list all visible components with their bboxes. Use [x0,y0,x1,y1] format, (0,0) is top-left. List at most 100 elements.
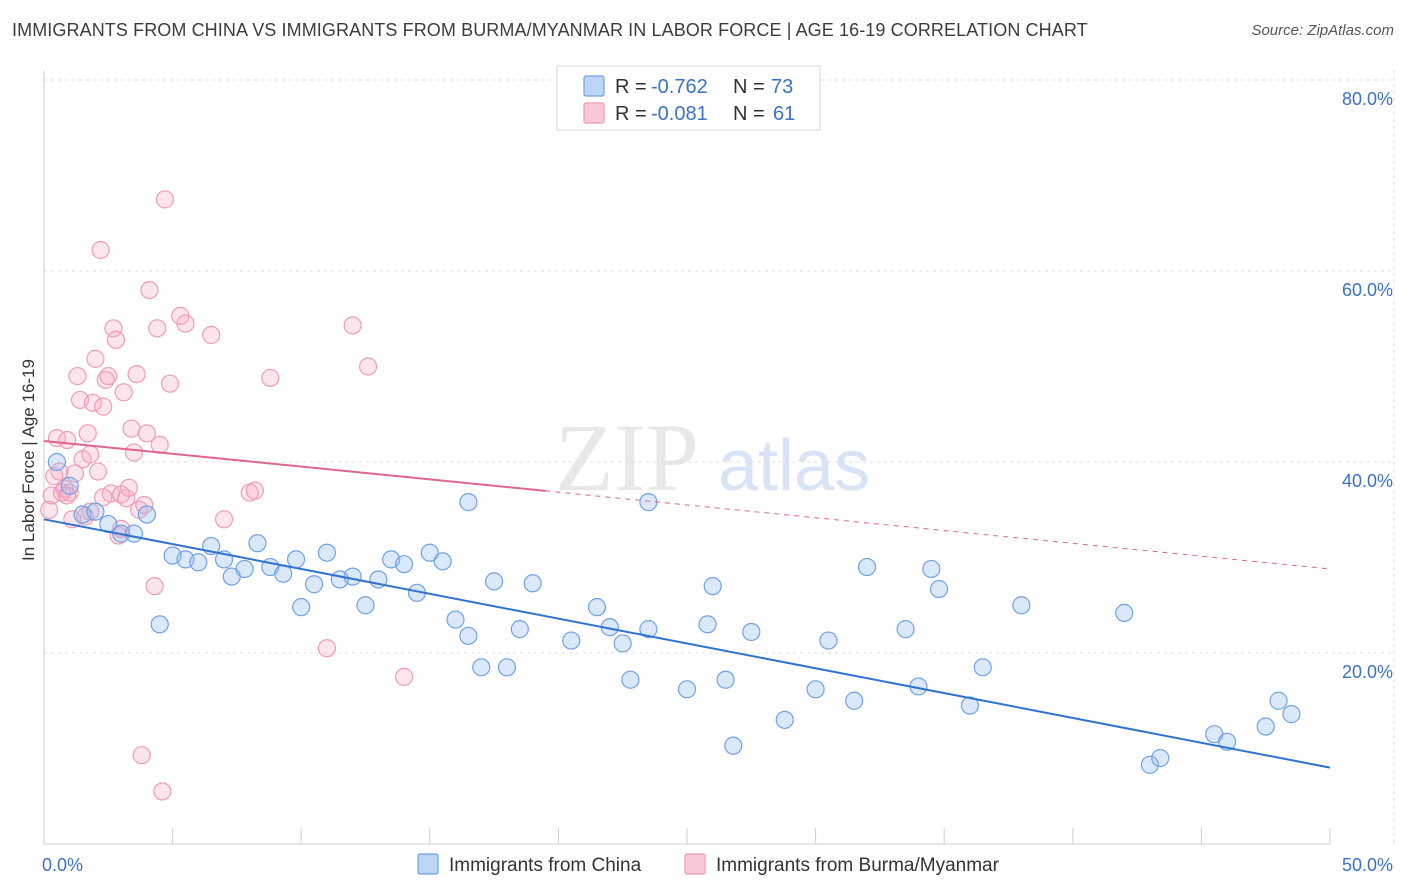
burma-point [68,366,87,386]
china-point [922,559,941,579]
china-point [235,559,254,579]
legend-swatch-burma [583,102,605,124]
china-point [523,574,542,593]
burma-point [99,366,118,386]
legend-swatch-china [583,75,605,97]
burma-point [81,445,100,464]
y-tick-label: 40.0% [1342,471,1393,491]
trend-line-solid [43,439,546,492]
legend-n-value-china: 73 [771,76,793,98]
x-tick-label: 0.0% [42,855,83,875]
china-point [857,557,877,577]
china-point [639,620,658,639]
china-point [587,598,607,617]
burma-point [261,368,280,388]
burma-point [127,365,146,384]
burma-point [148,319,167,338]
series-burma-points [40,190,414,801]
bottom-legend-swatch-burma [684,853,706,875]
legend-n-label-china: N = [733,76,765,98]
y-axis-title: In Labor Force | Age 16-19 [19,359,38,561]
legend-r-label-burma: R = [615,103,647,125]
china-point [1140,755,1160,774]
china-point [137,505,156,524]
bottom-legend-label-china: Immigrants from China [449,855,642,876]
china-point [189,553,208,572]
burma-point [122,419,141,438]
source-label: Source: ZipAtlas.com [1251,22,1394,39]
china-point [60,476,79,495]
china-point [124,524,144,543]
china-point [86,502,105,521]
china-point [317,543,337,562]
china-point [613,634,632,653]
china-point [929,579,949,599]
china-point [1151,748,1170,768]
burma-point [137,424,156,443]
china-point [724,736,743,755]
burma-point [153,782,172,801]
burma-point [58,430,77,450]
china-point [47,452,66,472]
series-legend: Immigrants from China Immigrants from Bu… [417,853,1000,876]
china-point [698,615,717,634]
burma-point [317,639,337,658]
china-point [1115,603,1134,622]
axes [43,70,1331,845]
burma-point [176,314,195,333]
china-point [472,658,491,677]
china-point [394,555,414,574]
burma-point [394,667,414,686]
burma-point [88,462,108,481]
china-point [248,534,267,553]
bottom-legend-swatch-china [417,853,439,875]
burma-point [160,374,180,393]
china-point [896,620,915,639]
legend-r-value-burma: -0.081 [651,103,708,125]
trend-line-solid [43,518,1331,769]
china-point [1282,705,1301,724]
china-point [716,670,735,689]
burma-point [78,424,97,443]
y-tick-label: 80.0% [1342,89,1393,109]
china-point [973,658,992,677]
china-point [806,680,825,699]
china-point [343,567,362,586]
china-point [510,620,529,639]
china-point [1012,596,1031,615]
china-point [150,615,169,634]
burma-point [114,383,133,402]
trend-line-dashed [545,490,1331,570]
legend-r-value-china: -0.762 [651,76,708,98]
china-point [459,626,478,645]
burma-point [124,443,144,462]
burma-point [132,746,151,765]
legend-r-label-china: R = [615,76,647,98]
burma-point [145,577,164,596]
watermark-atlas: atlas [718,426,870,506]
burma-point [112,485,131,504]
burma-point [343,316,362,335]
china-point [497,658,517,677]
burma-point [155,190,174,209]
chart-title: IMMIGRANTS FROM CHINA VS IMMIGRANTS FROM… [12,20,1088,40]
china-point [446,610,465,629]
china-point [742,622,761,642]
burma-point [40,500,59,519]
x-tick-labels: 0.0% 50.0% [42,855,1393,875]
burma-point [245,481,265,500]
bottom-legend-label-burma: Immigrants from Burma/Myanmar [716,855,1000,876]
burma-point [94,488,113,507]
china-point [433,552,452,571]
burma-point [86,349,105,368]
china-point [1269,691,1288,710]
china-point [274,564,293,583]
burma-point [91,240,110,260]
china-point [639,493,658,512]
burma-point [150,435,169,454]
y-tick-labels: 20.0% 40.0% 60.0% 80.0% [1342,89,1393,682]
burma-point [214,510,234,529]
burma-point [140,281,159,300]
burma-point [94,397,113,416]
